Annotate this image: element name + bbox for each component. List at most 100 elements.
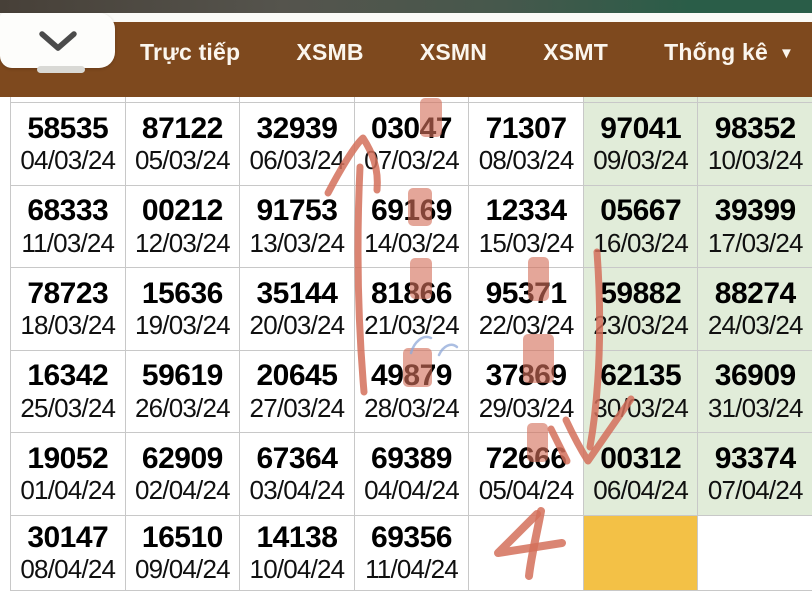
result-number: 71307 (485, 111, 567, 145)
result-date: 04/04/24 (364, 475, 460, 506)
result-date: 07/04/24 (707, 475, 804, 506)
result-cell[interactable]: 95371 22/03/24 (468, 268, 583, 350)
result-number: 62135 (600, 359, 682, 393)
result-date: 17/03/24 (707, 227, 804, 258)
result-cell[interactable]: 05667 16/03/24 (582, 186, 698, 267)
nav-item-xsmn[interactable]: XSMN (419, 39, 488, 65)
result-cell[interactable]: 00212 12/03/24 (124, 186, 240, 267)
result-cell[interactable]: 35144 20/03/24 (239, 268, 354, 350)
result-number: 98352 (714, 111, 796, 145)
result-cell[interactable]: 59882 23/03/24 (582, 268, 698, 350)
result-cell[interactable]: 68333 11/03/24 (10, 186, 125, 267)
result-number: 93374 (714, 441, 796, 475)
result-cell[interactable]: 72666 05/04/24 (468, 433, 583, 515)
result-cell[interactable]: 62909 02/04/24 (124, 433, 240, 515)
nav-item-xsmb[interactable]: XSMB (296, 39, 364, 65)
result-number: 69389 (371, 441, 452, 475)
nav-item-xsmt[interactable]: XSMT (543, 39, 608, 65)
result-date: 28/03/24 (364, 392, 460, 423)
result-cell[interactable] (697, 516, 812, 590)
result-cell[interactable]: 49879 28/03/24 (353, 351, 469, 432)
result-cell[interactable]: 37869 29/03/24 (468, 351, 583, 432)
result-cell[interactable]: 59619 26/03/24 (124, 351, 240, 432)
result-number: 05667 (600, 194, 682, 228)
result-cell[interactable]: 30147 08/04/24 (10, 516, 125, 590)
result-cell[interactable]: 12334 15/03/24 (468, 186, 583, 267)
result-number: 87122 (141, 111, 223, 145)
result-cell[interactable]: 19052 01/04/24 (10, 433, 125, 515)
result-date: 07/03/24 (364, 145, 460, 176)
result-number: 00312 (600, 441, 682, 475)
result-cell[interactable]: 20645 27/03/24 (239, 351, 354, 432)
result-cell[interactable]: 69389 04/04/24 (353, 433, 469, 515)
nav-items: Trực tiếp XSMB XSMN XSMT Thống kê ▼ (140, 39, 794, 66)
result-date: 09/04/24 (134, 554, 231, 585)
top-strip (0, 13, 812, 22)
result-cell[interactable]: 16510 09/04/24 (124, 516, 240, 590)
result-cell[interactable]: 69169 14/03/24 (353, 186, 469, 267)
main-nav: Trực tiếp XSMB XSMN XSMT Thống kê ▼ (0, 22, 812, 97)
spacer-cell (124, 97, 240, 102)
result-date: 06/04/24 (593, 475, 689, 506)
spacer-cell (468, 97, 583, 102)
nav-item-truc-tiep[interactable]: Trực tiếp (140, 39, 241, 65)
tab-handle (37, 66, 85, 73)
result-cell[interactable]: 00312 06/04/24 (582, 433, 698, 515)
result-number: 81866 (371, 276, 452, 310)
spacer-cell (10, 97, 125, 102)
result-date: 23/03/24 (593, 310, 689, 341)
result-cell[interactable]: 62135 30/03/24 (582, 351, 698, 432)
result-cell[interactable]: 69356 11/04/24 (353, 516, 469, 590)
results-table: 58535 04/03/24 87122 05/03/24 32939 06/03/24 0… (10, 97, 812, 591)
selected-cell[interactable] (582, 516, 698, 590)
result-cell[interactable]: 98352 10/03/24 (697, 103, 812, 185)
result-cell[interactable]: 39399 17/03/24 (697, 186, 812, 267)
result-number: 97041 (600, 111, 682, 145)
result-number: 69356 (371, 520, 452, 554)
result-number: 67364 (256, 441, 338, 475)
result-date: 26/03/24 (134, 392, 231, 423)
result-date: 04/03/24 (20, 145, 116, 176)
result-number: 35144 (256, 276, 338, 310)
result-date: 20/03/24 (249, 310, 346, 341)
result-cell[interactable]: 14138 10/04/24 (239, 516, 354, 590)
nav-item-thong-ke[interactable]: Thống kê ▼ (664, 39, 794, 66)
spacer-cell (697, 97, 812, 102)
result-number: 62909 (141, 441, 223, 475)
result-cell[interactable]: 03047 07/03/24 (353, 103, 469, 185)
result-cell[interactable]: 67364 03/04/24 (239, 433, 354, 515)
result-number: 19052 (27, 441, 109, 475)
result-number: 58535 (27, 111, 109, 145)
result-cell[interactable]: 91753 13/03/24 (239, 186, 354, 267)
result-number: 91753 (256, 194, 338, 228)
result-date: 14/03/24 (364, 227, 460, 258)
result-cell[interactable]: 58535 04/03/24 (10, 103, 125, 185)
result-cell[interactable]: 81866 21/03/24 (353, 268, 469, 350)
result-cell[interactable]: 16342 25/03/24 (10, 351, 125, 432)
result-cell[interactable] (468, 516, 583, 590)
collapse-tab[interactable] (0, 13, 115, 68)
result-cell[interactable]: 15636 19/03/24 (124, 268, 240, 350)
result-cell[interactable]: 88274 24/03/24 (697, 268, 812, 350)
result-cell[interactable]: 71307 08/03/24 (468, 103, 583, 185)
result-number: 39399 (714, 194, 796, 228)
result-cell[interactable]: 36909 31/03/24 (697, 351, 812, 432)
result-number: 88274 (714, 276, 796, 310)
result-number: 32939 (256, 111, 338, 145)
result-cell[interactable]: 93374 07/04/24 (697, 433, 812, 515)
result-date: 08/03/24 (478, 145, 575, 176)
result-number: 30147 (27, 520, 109, 554)
result-cell[interactable]: 78723 18/03/24 (10, 268, 125, 350)
result-date: 06/03/24 (249, 145, 346, 176)
result-cell[interactable]: 87122 05/03/24 (124, 103, 240, 185)
result-cell[interactable]: 32939 06/03/24 (239, 103, 354, 185)
table-row: 30147 08/04/24 16510 09/04/24 14138 10/04/24 6… (10, 516, 812, 591)
result-cell[interactable]: 97041 09/03/24 (582, 103, 698, 185)
table-row: 78723 18/03/24 15636 19/03/24 35144 20/03/24 8… (10, 268, 812, 351)
result-number: 59882 (600, 276, 682, 310)
result-date: 27/03/24 (249, 392, 346, 423)
result-date: 03/04/24 (249, 475, 346, 506)
result-date: 08/04/24 (20, 554, 116, 585)
result-number: 78723 (27, 276, 109, 310)
